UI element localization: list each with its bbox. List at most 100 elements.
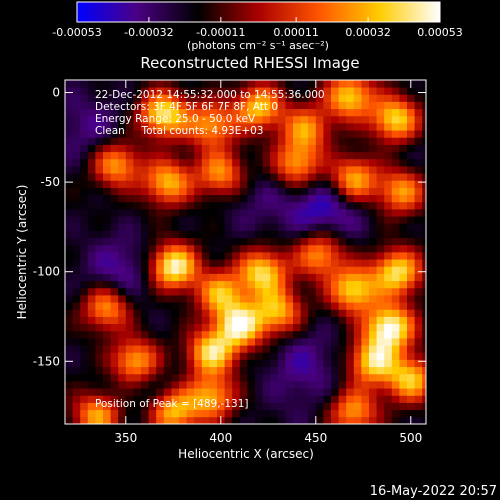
heatmap-cell xyxy=(422,323,426,332)
heatmap-cell xyxy=(369,144,377,153)
heatmap-cell xyxy=(323,287,332,296)
heatmap-cell xyxy=(217,201,225,210)
heatmap-cell xyxy=(194,216,203,224)
heatmap-cell xyxy=(331,266,339,274)
heatmap-cell xyxy=(369,158,377,167)
heatmap-cell xyxy=(293,295,301,303)
heatmap-cell xyxy=(422,151,426,160)
heatmap-cell xyxy=(255,115,263,124)
heatmap-cell xyxy=(65,373,73,382)
heatmap-cell xyxy=(422,137,426,145)
heatmap-cell xyxy=(384,244,393,253)
heatmap-cell xyxy=(247,244,256,253)
heatmap-cell xyxy=(247,330,256,339)
heatmap-cell xyxy=(209,144,218,153)
heatmap-cell xyxy=(361,323,370,332)
heatmap-cell xyxy=(331,273,339,282)
heatmap-cell xyxy=(331,259,339,267)
heatmap-cell xyxy=(255,345,263,353)
heatmap-cell xyxy=(95,115,104,124)
heatmap-cell xyxy=(270,166,279,174)
heatmap-cell xyxy=(80,180,89,188)
heatmap-cell xyxy=(224,345,233,353)
heatmap-cell xyxy=(384,323,393,332)
heatmap-cell xyxy=(315,409,324,418)
heatmap-cell xyxy=(338,273,347,282)
heatmap-cell xyxy=(384,137,393,145)
heatmap-cell xyxy=(171,166,180,174)
heatmap-cell xyxy=(141,237,149,246)
heatmap-cell xyxy=(72,123,81,131)
heatmap-cell xyxy=(338,201,347,210)
heatmap-cell xyxy=(110,295,119,303)
heatmap-cell xyxy=(72,237,81,246)
heatmap-cell xyxy=(171,287,180,296)
heatmap-cell xyxy=(407,295,415,303)
heatmap-cell xyxy=(118,295,127,303)
heatmap-cell xyxy=(308,295,317,303)
heatmap-cell xyxy=(376,316,385,325)
heatmap-cell xyxy=(171,94,180,102)
heatmap-cell xyxy=(422,80,426,88)
heatmap-cell xyxy=(262,166,271,174)
heatmap-cell xyxy=(95,187,104,196)
heatmap-cell xyxy=(285,216,294,224)
heatmap-cell xyxy=(209,252,218,260)
heatmap-cell xyxy=(262,173,271,181)
heatmap-cell xyxy=(346,409,355,418)
heatmap-cell xyxy=(179,259,187,267)
heatmap-cell xyxy=(384,158,393,167)
heatmap-cell xyxy=(217,166,225,174)
heatmap-cell xyxy=(186,345,195,353)
heatmap-cell xyxy=(293,209,301,217)
heatmap-cell xyxy=(171,173,180,181)
heatmap-cell xyxy=(80,280,89,289)
heatmap-cell xyxy=(156,180,165,188)
heatmap-cell xyxy=(72,108,81,117)
heatmap-cell xyxy=(239,388,248,396)
heatmap-cell xyxy=(323,201,332,210)
heatmap-cell xyxy=(201,330,210,339)
heatmap-cell xyxy=(224,395,233,403)
heatmap-cell xyxy=(422,266,426,274)
heatmap-cell xyxy=(95,144,104,153)
heatmap-cell xyxy=(331,158,339,167)
heatmap-cell xyxy=(407,381,415,389)
heatmap-cell xyxy=(87,223,96,231)
heatmap-cell xyxy=(95,388,104,396)
heatmap-cell xyxy=(247,108,256,117)
heatmap-cell xyxy=(156,302,165,310)
heatmap-cell xyxy=(179,173,187,181)
heatmap-cell xyxy=(156,352,165,360)
heatmap-cell xyxy=(65,381,73,389)
heatmap-cell xyxy=(353,87,362,95)
heatmap-cell xyxy=(156,416,165,424)
heatmap-cell xyxy=(186,80,195,88)
heatmap-cell xyxy=(255,338,263,346)
heatmap-cell xyxy=(125,201,134,210)
heatmap-cell xyxy=(422,409,426,418)
heatmap-cell xyxy=(308,173,317,181)
heatmap-cell xyxy=(308,402,317,411)
heatmap-cell xyxy=(133,216,142,224)
heatmap-cell xyxy=(285,359,294,368)
heatmap-cell xyxy=(300,137,309,145)
heatmap-cell xyxy=(331,87,339,95)
heatmap-cell xyxy=(262,187,271,196)
heatmap-cell xyxy=(201,252,210,260)
heatmap-cell xyxy=(148,409,157,418)
heatmap-cell xyxy=(133,94,142,102)
heatmap-cell xyxy=(331,187,339,196)
heatmap-cell xyxy=(285,137,294,145)
heatmap-cell xyxy=(391,244,400,253)
heatmap-cell xyxy=(171,402,180,411)
heatmap-cell xyxy=(369,173,377,181)
heatmap-cell xyxy=(255,223,263,231)
heatmap-cell xyxy=(331,144,339,153)
heatmap-cell xyxy=(80,366,89,375)
heatmap-cell xyxy=(171,80,180,88)
heatmap-cell xyxy=(103,323,111,332)
heatmap-cell xyxy=(285,302,294,310)
heatmap-cell xyxy=(232,209,241,217)
heatmap-cell xyxy=(232,295,241,303)
